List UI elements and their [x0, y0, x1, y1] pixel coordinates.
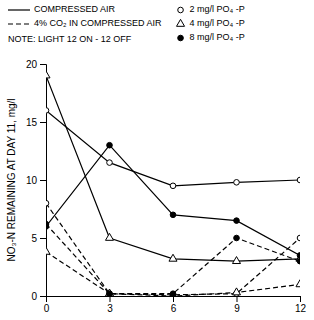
point — [170, 183, 176, 189]
point — [107, 291, 113, 296]
tick-mark — [110, 296, 111, 302]
legend-swatch — [8, 9, 30, 10]
axis-line — [40, 65, 47, 297]
chart: 0 3 6 9 12 0 5 10 15 20 NO₃-N REMAINING AT DAY 11,… — [0, 0, 314, 320]
annotation: NOTE: LIGHT 12 ON - 12 OFF — [8, 34, 132, 44]
tick: 6 — [171, 296, 177, 314]
tick-mark — [40, 296, 46, 297]
tick-mark — [173, 296, 174, 302]
point — [170, 212, 176, 218]
point — [297, 235, 300, 241]
tick-label: 10 — [26, 175, 38, 186]
legend-swatch — [178, 35, 184, 41]
point — [107, 291, 113, 296]
legend-label: 4% CO₂ IN COMPRESSED AIR — [34, 18, 162, 28]
tick-mark — [40, 64, 46, 65]
series-line — [46, 224, 300, 294]
tick-mark — [40, 122, 46, 123]
point — [232, 288, 240, 295]
tick-label: 20 — [26, 59, 38, 70]
tick-label: 15 — [26, 117, 38, 128]
tick-label: 12 — [295, 303, 307, 314]
tick-mark — [40, 180, 46, 181]
point — [169, 254, 177, 261]
tick: 3 — [107, 296, 113, 314]
legend-swatch — [177, 19, 185, 26]
tick-mark — [300, 296, 301, 302]
point — [169, 291, 177, 296]
point — [107, 160, 113, 166]
point — [46, 108, 49, 114]
legend-item: 4 mg/l PO₄ -P — [177, 18, 245, 28]
tick: 0 — [31, 291, 46, 302]
point — [46, 247, 50, 254]
point — [297, 253, 300, 259]
tick: 20 — [26, 59, 46, 70]
tick-label: 6 — [171, 303, 177, 314]
series-line — [46, 76, 300, 262]
legend-label: 2 mg/l PO₄ -P — [190, 4, 245, 14]
x-axis: 0 3 6 9 12 — [44, 296, 307, 314]
point — [46, 200, 49, 206]
axis-line — [47, 297, 301, 303]
point — [234, 235, 240, 241]
tick-label: 3 — [107, 303, 113, 314]
legend-item: 8 mg/l PO₄ -P — [178, 32, 245, 42]
point — [234, 218, 240, 224]
tick-label: 0 — [44, 303, 50, 314]
legend-label: 4 mg/l PO₄ -P — [190, 18, 245, 28]
legend-label: 8 mg/l PO₄ -P — [190, 32, 245, 42]
point — [234, 180, 240, 186]
tick: 0 — [44, 296, 50, 314]
legend: COMPRESSED AIR 4% CO₂ IN COMPRESSED AIR NO… — [8, 4, 245, 44]
legend-swatch — [8, 23, 30, 24]
tick: 9 — [234, 296, 240, 314]
tick: 15 — [26, 117, 46, 128]
point — [46, 71, 50, 78]
point — [297, 258, 300, 264]
tick: 10 — [26, 175, 46, 186]
point — [296, 280, 300, 287]
y-axis-title: NO₃-N REMAINING AT DAY 11, mg/l — [6, 98, 17, 261]
legend-label: COMPRESSED AIR — [34, 4, 116, 14]
tick-label: 5 — [31, 233, 37, 244]
point — [46, 221, 49, 227]
series-line — [46, 145, 300, 255]
tick-mark — [40, 238, 46, 239]
series-line — [46, 203, 300, 295]
point — [105, 233, 113, 240]
legend-item: COMPRESSED AIR — [8, 4, 116, 14]
point — [232, 257, 240, 264]
legend-item: 4% CO₂ IN COMPRESSED AIR — [8, 18, 162, 28]
y-axis: 0 5 10 15 20 — [26, 59, 47, 302]
point — [297, 177, 300, 183]
tick-label: 9 — [234, 303, 240, 314]
series-line — [46, 252, 300, 296]
tick-label: 0 — [31, 291, 37, 302]
legend-item: 2 mg/l PO₄ -P — [178, 4, 245, 14]
point — [107, 142, 113, 148]
tick-mark — [237, 296, 238, 302]
plot-area — [46, 71, 300, 296]
legend-swatch — [178, 7, 184, 13]
tick: 12 — [295, 296, 307, 314]
point — [170, 291, 176, 296]
tick: 5 — [31, 233, 46, 244]
